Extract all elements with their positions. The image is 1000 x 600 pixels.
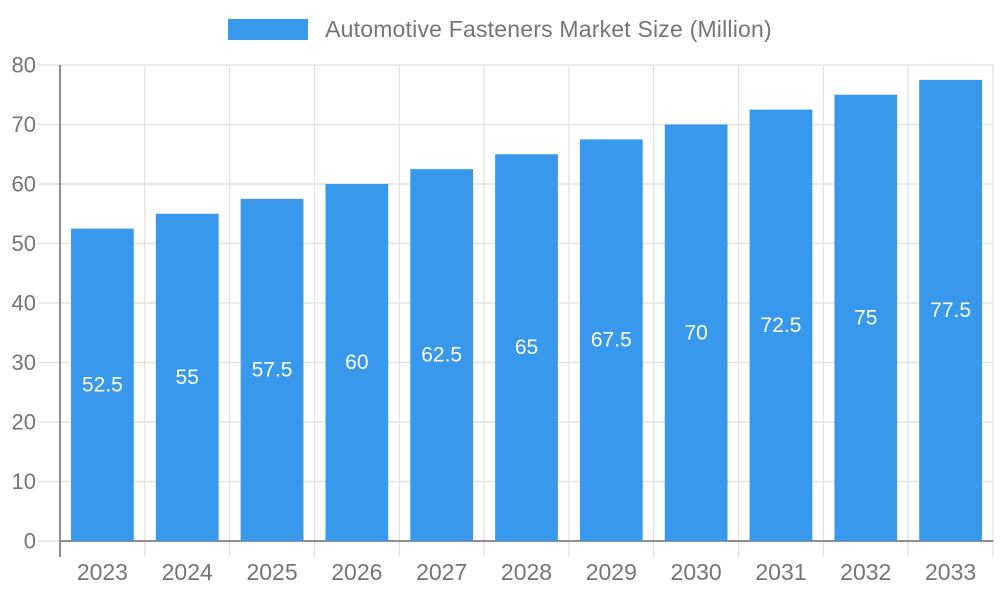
bar-value-label: 77.5 bbox=[930, 299, 971, 322]
x-axis-tick-label: 2024 bbox=[162, 559, 213, 585]
bar-2023 bbox=[71, 228, 134, 541]
bar-2027 bbox=[410, 169, 474, 541]
bar-value-label: 55 bbox=[176, 366, 199, 389]
bar-value-label: 60 bbox=[345, 351, 368, 374]
y-axis-tick-label: 0 bbox=[24, 529, 36, 554]
y-axis-tick-label: 30 bbox=[12, 350, 36, 375]
x-axis-tick-label: 2030 bbox=[671, 559, 722, 585]
bar-2031 bbox=[749, 109, 813, 541]
bar-value-label: 62.5 bbox=[421, 344, 462, 367]
x-axis-tick-label: 2031 bbox=[755, 559, 806, 585]
y-axis-tick-label: 70 bbox=[12, 112, 36, 137]
x-axis-tick-label: 2029 bbox=[586, 559, 637, 585]
legend-swatch[interactable] bbox=[228, 19, 309, 40]
bar-value-label: 67.5 bbox=[591, 329, 632, 352]
bar-2028 bbox=[495, 154, 558, 541]
bar-value-label: 72.5 bbox=[761, 314, 802, 337]
bar-2033 bbox=[919, 79, 982, 541]
bar-value-label: 75 bbox=[854, 306, 877, 329]
x-axis-tick-label: 2023 bbox=[77, 559, 128, 585]
bar-2030 bbox=[664, 124, 728, 541]
bar-2025 bbox=[240, 198, 304, 541]
x-axis-tick-label: 2033 bbox=[925, 559, 976, 585]
bar-value-label: 70 bbox=[684, 321, 707, 344]
bar-2029 bbox=[579, 139, 643, 541]
legend: Automotive Fasteners Market Size (Millio… bbox=[0, 16, 1000, 43]
bar-2032 bbox=[834, 94, 898, 541]
bar-value-label: 52.5 bbox=[82, 373, 123, 396]
legend-label[interactable]: Automotive Fasteners Market Size (Millio… bbox=[325, 16, 772, 42]
y-axis-tick-label: 20 bbox=[12, 410, 36, 435]
y-axis-tick-label: 60 bbox=[12, 172, 36, 197]
y-axis-tick-label: 10 bbox=[12, 469, 36, 494]
x-axis-tick-label: 2026 bbox=[331, 559, 382, 585]
bar-value-label: 65 bbox=[515, 336, 538, 359]
y-axis-tick-label: 40 bbox=[12, 291, 36, 316]
x-axis-tick-label: 2028 bbox=[501, 559, 552, 585]
y-axis-tick-label: 80 bbox=[12, 53, 36, 78]
x-axis-tick-label: 2025 bbox=[246, 559, 297, 585]
y-axis-tick-label: 50 bbox=[12, 231, 36, 256]
x-axis-tick-label: 2027 bbox=[416, 559, 467, 585]
bar-2024 bbox=[155, 213, 219, 541]
bar-2026 bbox=[325, 184, 389, 541]
x-axis-tick-label: 2032 bbox=[840, 559, 891, 585]
bar-value-label: 57.5 bbox=[252, 358, 293, 381]
